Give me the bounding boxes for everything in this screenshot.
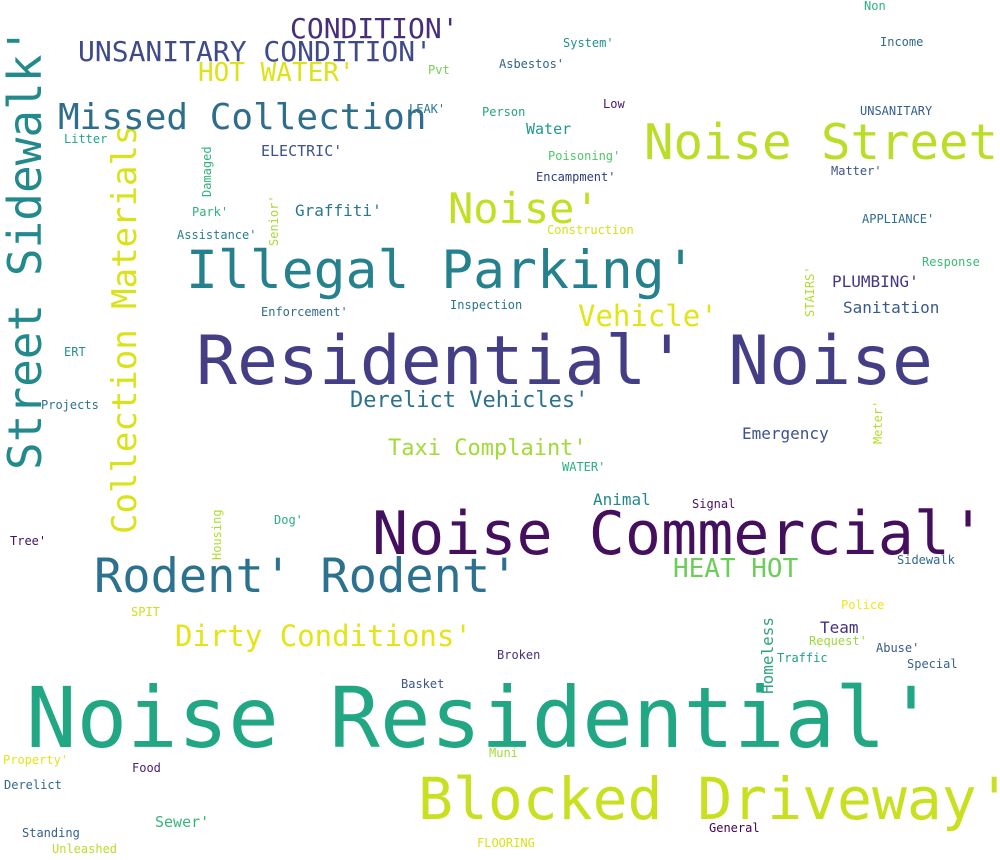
- word-sewer: Sewer': [155, 813, 210, 831]
- word-traffic: Traffic: [777, 651, 828, 665]
- word-sanitation: Sanitation: [843, 298, 940, 317]
- word-water: Water: [526, 120, 572, 138]
- word-team: Team: [820, 618, 859, 637]
- word-ert: ERT: [64, 345, 86, 359]
- word-construction: Construction: [547, 223, 634, 237]
- word-broken: Broken: [497, 648, 541, 662]
- word-person: Person: [482, 105, 526, 119]
- word-flooring: FLOORING: [477, 836, 535, 850]
- word-low: Low: [603, 97, 625, 111]
- word-request: Request': [809, 634, 867, 648]
- word-noise: Noise': [448, 184, 600, 233]
- word-derelict: Derelict: [4, 778, 62, 792]
- word-illegal-parking: Illegal Parking': [186, 240, 697, 301]
- word-heat-hot: HEAT HOT: [673, 554, 799, 584]
- word-noise-street: Noise Street: [644, 114, 999, 171]
- word-litter: Litter: [64, 132, 108, 146]
- word-water-upper: WATER': [562, 460, 606, 474]
- word-poisoning: Poisoning': [548, 149, 621, 163]
- word-signal: Signal: [692, 497, 736, 511]
- word-damaged: Damaged: [200, 146, 214, 197]
- word-animal: Animal: [593, 490, 651, 509]
- word-missed-collection: Missed Collection: [58, 97, 427, 138]
- word-food: Food: [132, 761, 161, 775]
- word-projects: Projects: [41, 398, 99, 412]
- word-special: Special: [907, 657, 958, 671]
- word-inspection: Inspection: [450, 298, 523, 312]
- word-basket: Basket: [401, 677, 445, 691]
- word-system: System': [563, 36, 614, 50]
- word-appliance: APPLIANCE': [862, 212, 935, 226]
- word-enforcement: Enforcement': [261, 305, 348, 319]
- word-general: General: [709, 821, 760, 835]
- word-property: Property': [3, 753, 69, 767]
- word-collection-materials: Collection Materials: [105, 124, 145, 534]
- word-spit: SPIT: [131, 605, 160, 619]
- word-dirty-conditions: Dirty Conditions': [175, 619, 472, 653]
- word-stairs: STAIRS': [803, 266, 817, 317]
- word-response: Response: [922, 255, 980, 269]
- word-unsanitary: UNSANITARY: [860, 104, 933, 118]
- word-leak: LEAK': [409, 102, 446, 116]
- word-housing: Housing: [210, 509, 224, 560]
- word-taxi-complaint: Taxi Complaint': [388, 436, 587, 461]
- word-matter: Matter': [831, 164, 882, 178]
- word-hot-water: HOT WATER': [198, 58, 355, 88]
- word-muni: Muni: [489, 746, 518, 760]
- word-sidewalk: Sidewalk: [897, 553, 955, 567]
- word-standing: Standing: [22, 826, 80, 840]
- word-encampment: Encampment': [536, 170, 616, 184]
- word-asbestos: Asbestos': [499, 57, 565, 71]
- word-meter: Meter': [871, 400, 885, 444]
- word-police: Police: [841, 598, 885, 612]
- word-condition: CONDITION': [290, 12, 459, 45]
- word-noise-commercial: Noise Commercial': [372, 499, 987, 569]
- word-plumbing: PLUMBING': [832, 272, 919, 291]
- word-park: Park': [192, 205, 229, 219]
- word-electric: ELECTRIC': [261, 142, 343, 160]
- word-income: Income: [880, 35, 924, 49]
- word-senior: Senior': [267, 195, 281, 246]
- word-homeless: Homeless: [758, 616, 777, 694]
- word-blocked-driveway: Blocked Driveway': [418, 765, 1000, 833]
- word-non: Non: [864, 0, 886, 13]
- word-emergency: Emergency: [742, 424, 829, 443]
- word-pvt: Pvt: [428, 63, 450, 77]
- word-derelict-vehicles: Derelict Vehicles': [350, 388, 589, 413]
- word-unleashed: Unleashed: [52, 842, 118, 856]
- word-dog: Dog': [274, 513, 303, 527]
- word-assistance: Assistance': [177, 228, 257, 242]
- word-abuse: Abuse': [876, 641, 920, 655]
- word-unsanitary-condition: UNSANITARY CONDITION': [78, 35, 433, 68]
- word-rodent-rodent: Rodent' Rodent': [94, 549, 519, 604]
- word-vehicle: Vehicle': [578, 299, 718, 333]
- word-tree: Tree': [10, 534, 47, 548]
- word-graffiti: Graffiti': [295, 201, 382, 220]
- word-residential-noise: Residential' Noise: [196, 322, 933, 401]
- word-noise-residential: Noise Residential': [26, 669, 937, 767]
